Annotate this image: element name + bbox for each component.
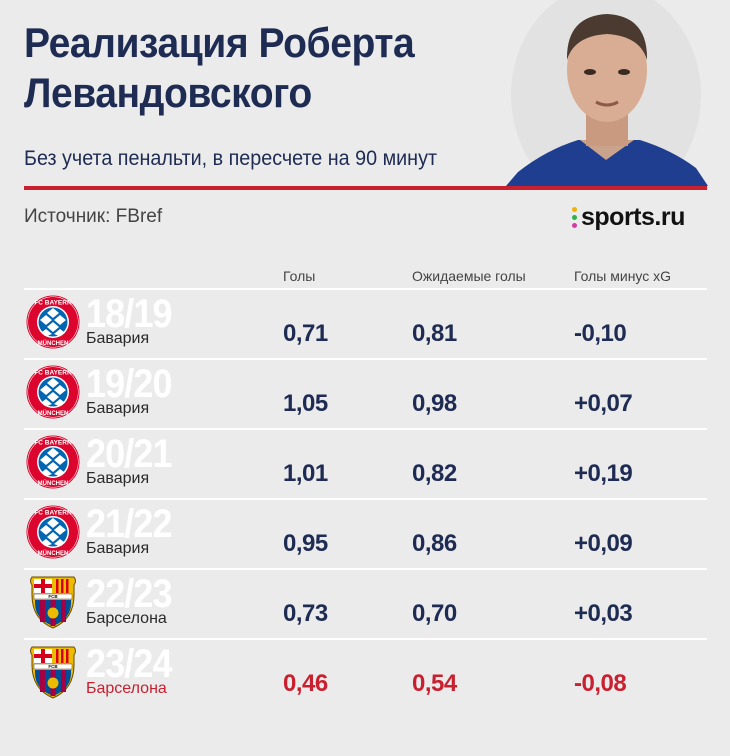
page-title: Реализация Роберта Левандовского [24,19,415,116]
svg-text:FC BAYERN: FC BAYERN [34,300,72,307]
table-row: FCB 23/24 Барселона 0,46 0,54 -0,08 [24,638,707,708]
goals-value: 1,01 [283,460,328,487]
xg-value: 0,86 [412,530,457,557]
table-row: FC BAYERN MÜNCHEN 19/20 Бавария 1,05 0,9… [24,358,707,428]
season-label: 18/19 [86,292,172,336]
season-label: 22/23 [86,572,172,616]
title-divider [24,186,707,190]
club-name: Барселона [86,680,167,697]
season-label: 23/24 [86,642,172,686]
table-row: FC BAYERN MÜNCHEN 21/22 Бавария 0,95 0,8… [24,498,707,568]
svg-text:MÜNCHEN: MÜNCHEN [38,340,69,347]
barcelona-crest-icon: FCB [26,645,80,699]
goals-value: 0,71 [283,320,328,347]
column-header-goals: Голы [283,268,316,284]
diff-value: -0,08 [574,670,627,697]
player-portrait [506,0,708,186]
club-name: Бавария [86,400,150,417]
diff-value: +0,03 [574,600,633,627]
bayern-crest-icon: FC BAYERN MÜNCHEN [26,365,80,419]
svg-text:FC BAYERN: FC BAYERN [34,440,72,447]
xg-value: 0,54 [412,670,457,697]
svg-text:FCB: FCB [48,664,58,669]
season-label: 21/22 [86,502,172,546]
season-label: 20/21 [86,432,172,476]
logo-dots-icon [572,206,577,228]
goals-value: 0,73 [283,600,328,627]
column-header-xg: Ожидаемые голы [412,268,526,284]
xg-value: 0,81 [412,320,457,347]
diff-value: +0,07 [574,390,633,417]
xg-value: 0,70 [412,600,457,627]
source-note: Источник: FBref [24,206,163,227]
column-header-diff: Голы минус xG [574,268,672,284]
diff-value: +0,19 [574,460,633,487]
club-name: Бавария [86,470,150,487]
table-row: FC BAYERN MÜNCHEN 18/19 Бавария 0,71 0,8… [24,288,707,358]
svg-text:FC BAYERN: FC BAYERN [34,510,72,517]
goals-value: 1,05 [283,390,328,417]
svg-text:FC BAYERN: FC BAYERN [34,370,72,377]
table-row: FCB 22/23 Барселона 0,73 0,70 +0,03 [24,568,707,638]
bayern-crest-icon: FC BAYERN MÜNCHEN [26,505,80,559]
club-name: Бавария [86,330,150,347]
goals-value: 0,46 [283,670,328,697]
svg-text:FCB: FCB [48,594,58,599]
bayern-crest-icon: FC BAYERN MÜNCHEN [26,295,80,349]
bayern-crest-icon: FC BAYERN MÜNCHEN [26,435,80,489]
diff-value: +0,09 [574,530,633,557]
table-row: FC BAYERN MÜNCHEN 20/21 Бавария 1,01 0,8… [24,428,707,498]
xg-value: 0,98 [412,390,457,417]
goals-value: 0,95 [283,530,328,557]
club-name: Барселона [86,610,167,627]
barcelona-crest-icon: FCB [26,575,80,629]
sports-ru-logo: sports.ru [572,199,685,235]
xg-value: 0,82 [412,460,457,487]
svg-text:MÜNCHEN: MÜNCHEN [38,480,69,487]
svg-text:MÜNCHEN: MÜNCHEN [38,410,69,417]
page-subtitle: Без учета пенальти, в пересчете на 90 ми… [24,147,437,170]
svg-text:MÜNCHEN: MÜNCHEN [38,550,69,557]
season-label: 19/20 [86,362,172,406]
logo-text: sports.ru [581,202,685,231]
club-name: Бавария [86,540,150,557]
diff-value: -0,10 [574,320,627,347]
